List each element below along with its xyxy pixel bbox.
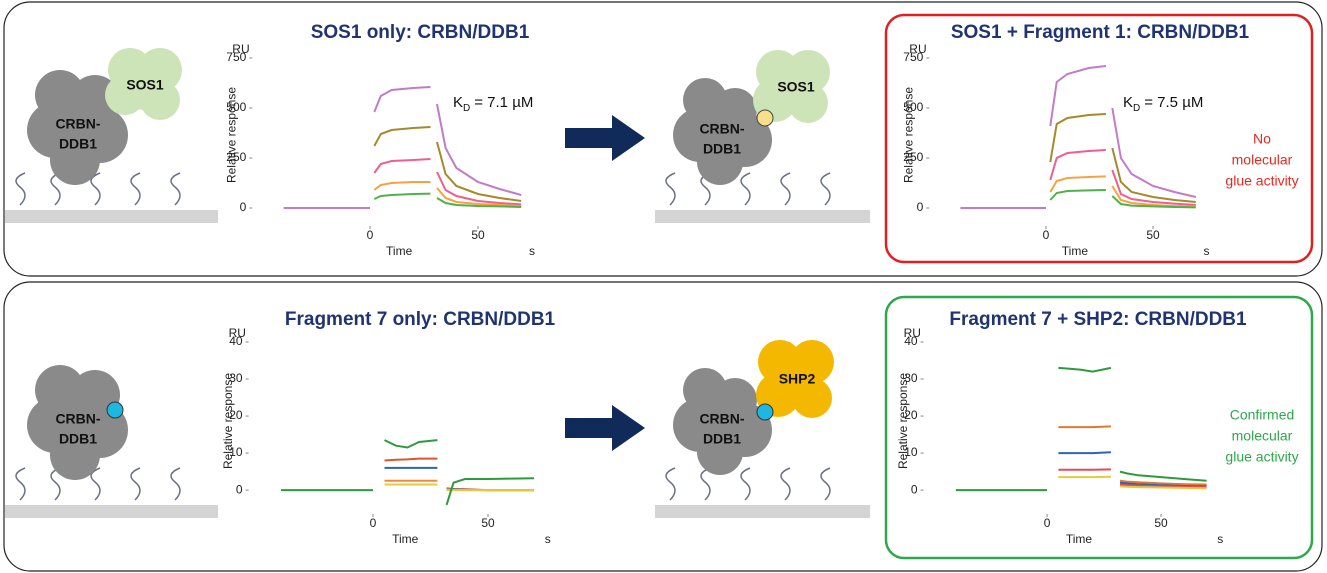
- y-tick-label: 20: [904, 408, 918, 422]
- sensorgram-line: [1049, 113, 1196, 203]
- x-axis-label: Time: [1062, 244, 1089, 258]
- y-tick-label: 250: [226, 150, 246, 164]
- x-unit: s: [1217, 532, 1223, 546]
- kd-part: K: [1123, 94, 1133, 111]
- x-tick-label: 50: [481, 516, 495, 530]
- x-axis-label: Time: [1066, 532, 1093, 546]
- x-tick-label: 0: [1044, 516, 1051, 530]
- y-tick-label: 10: [229, 445, 243, 459]
- y-tick-label: 750: [226, 50, 246, 64]
- sensorgram-line: [1049, 149, 1196, 206]
- y-tick-label: 0: [911, 482, 918, 496]
- chart-title: Fragment 7 + SHP2: CRBN/DDB1: [949, 309, 1247, 330]
- partner-label: SOS1: [777, 79, 815, 95]
- sensorgram-line: [955, 366, 1207, 492]
- verdict-text: molecular: [1232, 152, 1293, 168]
- kd-part: D: [1133, 103, 1140, 114]
- x-tick-label: 50: [471, 228, 485, 242]
- x-unit: s: [1204, 244, 1210, 258]
- chart-title: Fragment 7 only: CRBN/DDB1: [285, 309, 556, 330]
- y-unit: RU: [229, 326, 246, 340]
- y-tick-label: 10: [904, 445, 918, 459]
- x-tick-label: 50: [1146, 228, 1160, 242]
- sensorgram-line: [373, 158, 522, 206]
- verdict-text: No: [1253, 131, 1271, 147]
- diagram: CRBN- DDB1 SOS1: [655, 50, 870, 223]
- y-unit: RU: [904, 326, 921, 340]
- x-tick-label: 50: [1154, 516, 1168, 530]
- kd-part: = 7.5 µM: [1144, 94, 1203, 111]
- x-tick-label: 0: [1043, 228, 1050, 242]
- y-tick-label: 30: [229, 371, 243, 385]
- y-tick-label: 0: [917, 200, 924, 214]
- sensorgram-line: [1058, 425, 1207, 486]
- x-axis-label: Time: [386, 244, 413, 258]
- y-tick-label: 40: [904, 334, 918, 348]
- y-tick-label: 500: [226, 100, 246, 114]
- kd-part: = 7.1 µM: [474, 94, 533, 111]
- y-axis-label: Relative response: [221, 373, 235, 469]
- sensorgram-line: [1058, 475, 1207, 490]
- x-tick-label: 0: [370, 516, 377, 530]
- x-axis-label: Time: [392, 532, 419, 546]
- highlight-frame: [884, 295, 1314, 560]
- y-tick-label: 20: [229, 408, 243, 422]
- y-tick-label: 500: [903, 100, 923, 114]
- y-axis-label: Relative response: [896, 373, 910, 469]
- y-tick-label: 30: [904, 371, 918, 385]
- verdict-text: glue activity: [1225, 449, 1298, 465]
- panel-frame: [3, 1, 1323, 277]
- y-unit: RU: [909, 42, 926, 56]
- sensorgram-line: [384, 483, 534, 492]
- panel-frame: [3, 281, 1323, 572]
- complex-label: CRBN-: [699, 121, 744, 137]
- kd-annotation: KD = 7.5 µM: [1123, 94, 1203, 114]
- y-unit: RU: [232, 42, 249, 56]
- kd-part: D: [463, 103, 470, 114]
- sensorgram-line: [283, 86, 522, 209]
- diagram: CRBN- DDB1: [5, 365, 218, 518]
- partner-label: SHP2: [779, 371, 816, 387]
- x-unit: s: [529, 244, 535, 258]
- complex-label: DDB1: [703, 431, 741, 447]
- diagram: CRBN- DDB1 SOS1: [5, 48, 218, 223]
- sensorgram-line: [1049, 189, 1196, 209]
- complex-label: CRBN-: [55, 116, 100, 132]
- y-tick-label: 250: [903, 150, 923, 164]
- chart-title: SOS1 + Fragment 1: CRBN/DDB1: [951, 22, 1250, 43]
- complex-label: CRBN-: [55, 411, 100, 427]
- sensorgram-line: [281, 439, 535, 506]
- y-tick-label: 40: [229, 334, 243, 348]
- partner-label: SOS1: [126, 77, 164, 93]
- complex-label: DDB1: [59, 431, 97, 447]
- sensorgram-line: [960, 65, 1197, 209]
- chart-title: SOS1 only: CRBN/DDB1: [311, 22, 530, 43]
- complex-label: DDB1: [703, 141, 741, 157]
- y-tick-label: 750: [903, 50, 923, 64]
- y-axis-label: Relative response: [901, 87, 915, 183]
- sensorgram-line: [1058, 468, 1207, 489]
- x-unit: s: [545, 532, 551, 546]
- verdict-text: molecular: [1232, 428, 1293, 444]
- y-tick-label: 0: [240, 200, 247, 214]
- kd-part: K: [453, 94, 463, 111]
- y-axis-label: Relative response: [224, 87, 238, 183]
- y-tick-label: 0: [236, 482, 243, 496]
- kd-annotation: KD = 7.1 µM: [453, 94, 533, 114]
- diagram: CRBN- DDB1 SHP2: [655, 340, 870, 518]
- sensorgram-line: [373, 126, 522, 202]
- complex-label: DDB1: [59, 136, 97, 152]
- arrow: [565, 405, 645, 451]
- verdict-text: glue activity: [1225, 173, 1298, 189]
- complex-label: CRBN-: [699, 411, 744, 427]
- sensorgram-line: [373, 181, 522, 207]
- verdict-text: Confirmed: [1230, 407, 1295, 423]
- highlight-frame: [884, 13, 1314, 264]
- arrow: [565, 115, 645, 161]
- x-tick-label: 0: [367, 228, 374, 242]
- sensorgram-line: [373, 192, 522, 208]
